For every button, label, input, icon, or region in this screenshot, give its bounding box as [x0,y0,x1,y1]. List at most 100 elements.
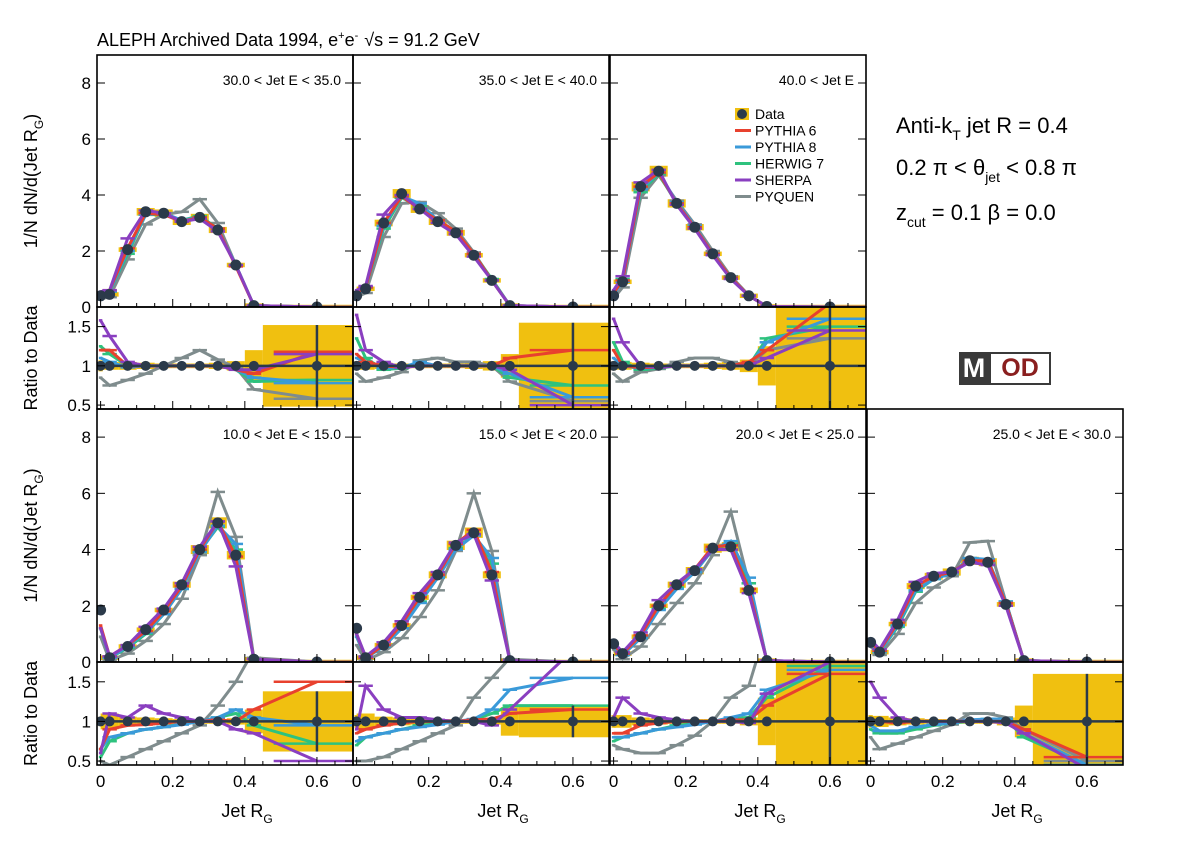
x-tick-label: 0 [609,772,618,791]
ratio-data-point [468,360,479,371]
panel-title: 20.0 < Jet E < 25.0 [736,426,855,442]
data-point [378,639,390,651]
data-point [360,652,372,662]
panel-30-35: 30.0 < Jet E < 35.0 0 2 4 6 8 0.5 1 1.5 1/N dN/d(… [21,54,354,415]
ratio-data-point [964,716,975,727]
series-line-sherpa [355,192,573,307]
series-line-pythia-6 [612,543,830,662]
x-axis-label: Jet RG [734,801,785,826]
panel-25-30: 25.0 < Jet E < 30.0 0 0.2 0.4 0.6 Jet RG [866,408,1124,826]
ratio-data-point [743,716,754,727]
data-point [707,248,719,260]
data-point [468,527,480,539]
data-point [1018,655,1030,662]
legend-label: PYTHIA 6 [755,123,817,139]
ratio-frame [866,661,1124,766]
distribution-plot [353,188,609,307]
data-point [504,655,516,662]
ratio-data-point [230,716,241,727]
panel-10-15: 10.0 < Jet E < 15.0 0 2 4 6 8 0.5 1 1.5 1/N dN/d(… [21,408,354,826]
x-tick-label: 0.2 [931,772,955,791]
data-point [761,655,773,662]
ratio-data-point [230,360,241,371]
figure-title: ALEPH Archived Data 1994, e+e- √s = 91.2 … [97,30,480,50]
theta-cut-text: 0.2 π < θjet < 0.8 π [896,155,1077,185]
ratio-frame [352,661,610,766]
ratio-data-point [176,360,187,371]
data-point [176,579,188,591]
ratio-plot [97,319,353,407]
data-point [892,618,904,630]
data-point [486,274,498,286]
y-tick-label: 4 [82,541,91,560]
y-axis-label: 1/N dN/d(Jet RG) [21,114,46,248]
data-point [928,570,940,582]
data-point [248,653,260,662]
ratio-plot [610,307,866,409]
data-point [867,636,877,648]
ratio-data-point [414,360,425,371]
legend-marker-data-point [737,109,747,119]
data-point [176,216,188,228]
ratio-axis-label: Ratio to Data [21,660,41,766]
ratio-data-point [653,360,664,371]
data-point [104,288,116,300]
data-point [635,181,647,193]
ratio-uncertainty-box [775,307,866,409]
ratio-data-point [743,360,754,371]
ratio-data-point [689,716,700,727]
panel-title: 40.0 < Jet E [779,72,854,88]
data-point [353,622,363,634]
ratio-data-point [158,360,169,371]
data-point [230,549,242,561]
distribution-plot [97,487,353,662]
ratio-data-point [617,716,628,727]
data-point [964,555,976,567]
y-tick-label: 1 [82,712,91,731]
logo-m: M [959,352,989,385]
data-point [97,290,107,302]
data-point [97,604,107,616]
ratio-data-point [946,716,957,727]
data-point [725,541,737,553]
ratio-data-point [378,360,389,371]
series-line-sherpa [99,518,318,662]
series-line-sherpa [612,548,830,662]
data-point [504,300,516,307]
jet-algorithm-text: Anti-kT jet R = 0.4 [896,113,1068,143]
ratio-data-point [982,716,993,727]
data-point [910,580,922,592]
data-point [689,221,701,233]
data-point [414,591,426,603]
ratio-data-point [248,716,259,727]
data-point [212,517,224,529]
y-tick-label: 2 [82,597,91,616]
x-tick-label: 0 [866,772,875,791]
x-tick-label: 0.2 [161,772,185,791]
ratio-plot [867,673,1123,765]
data-point [432,569,444,581]
series-line-pyquen [612,506,830,662]
ratio-data-point [158,716,169,727]
data-point [360,283,372,295]
ratio-data-point [248,360,259,371]
ratio-frame [609,661,867,766]
data-point [194,211,206,223]
y-tick-label: 4 [82,186,91,205]
panel-title: 35.0 < Jet E < 40.0 [479,72,598,88]
distribution-plot [610,506,866,662]
ratio-data-point [212,716,223,727]
legend-label: HERWIG 7 [755,156,824,172]
ratio-data-point [414,716,425,727]
data-point [610,290,620,302]
data-point [468,249,480,261]
x-axis-label: Jet RG [221,801,272,826]
data-point [653,600,665,612]
data-point [982,556,994,568]
mod-logo: M OD [959,352,1051,385]
y-axis-label: 1/N dN/d(Jet RG) [21,468,46,602]
data-point [140,624,152,636]
ratio-data-point [468,716,479,727]
